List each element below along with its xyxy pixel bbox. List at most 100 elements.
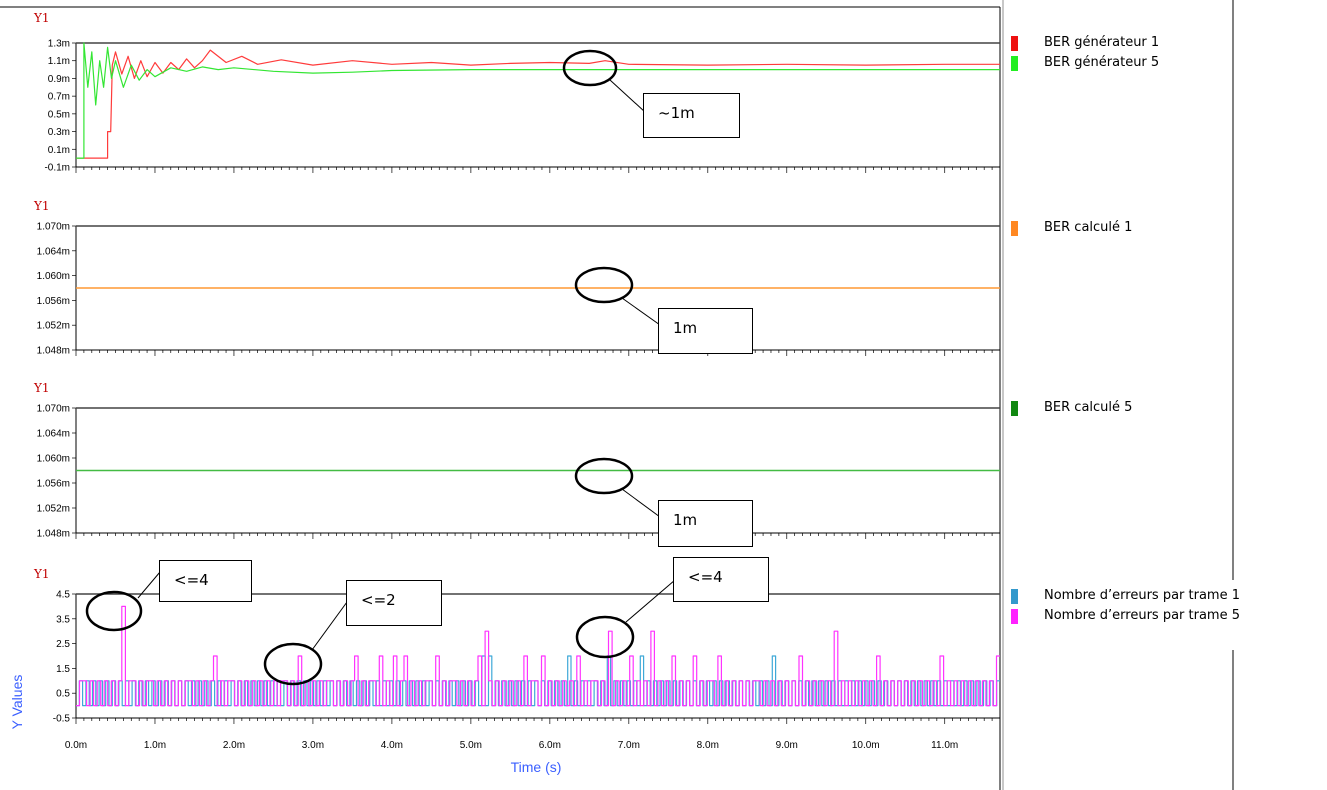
annotations	[85, 49, 676, 686]
x-tick-label: 3.0m	[302, 740, 324, 751]
legend-label: BER générateur 1	[1044, 35, 1160, 50]
y-tick-label: 1.060m	[37, 454, 70, 465]
callout-errors-max-right: <=4	[673, 557, 769, 602]
legend-swatch	[1011, 589, 1018, 604]
y-tick-label: 1.3m	[48, 39, 70, 50]
y-tick-label: 1.060m	[37, 271, 70, 282]
y-axis-label: Y Values	[9, 675, 25, 730]
callout-errors-max-mid: <=2	[346, 580, 442, 626]
annotation-circle	[85, 590, 143, 632]
annotation-circle	[575, 615, 635, 659]
y-tick-label: 1.052m	[37, 321, 70, 332]
legend-errors-per-frame: Nombre d’erreurs par trame 1 Nombre d’er…	[1008, 586, 1323, 626]
legend-swatch	[1011, 609, 1018, 624]
panel-label: Y1	[33, 199, 50, 213]
y-tick-label: 1.070m	[37, 404, 70, 415]
panel-label: Y1	[33, 567, 50, 581]
y-tick-label: 1.052m	[37, 504, 70, 515]
y-tick-labels: 1.3m 1.1m 0.9m 0.7m 0.5m 0.3m 0.1m -0.1m	[44, 39, 76, 174]
y-tick-label: 1.048m	[37, 346, 70, 357]
legend-swatch	[1011, 36, 1018, 51]
x-tick-label: 2.0m	[223, 740, 245, 751]
panel-ber-generator: Y1 1.3m 1.1m 0.9m 0.7m 0.5m 0.3m 0.1m -0.1m	[33, 11, 1001, 174]
y-tick-label: 0.1m	[48, 145, 70, 156]
callout-ber-calc-5: 1m	[658, 500, 753, 547]
x-tick-label: 5.0m	[460, 740, 482, 751]
panel-label: Y1	[33, 381, 50, 395]
x-axis-label: Time (s)	[511, 759, 562, 775]
y-tick-label: 1.070m	[37, 222, 70, 233]
x-tick-label: 4.0m	[381, 740, 403, 751]
y-tick-label: 2.5	[56, 639, 70, 650]
y-tick-labels: 1.070m 1.064m 1.060m 1.056m 1.052m 1.048m	[37, 222, 76, 357]
legend-label: BER calculé 1	[1044, 220, 1133, 235]
y-tick-label: 1.056m	[37, 296, 70, 307]
panel-ber-calc-1: Y1 1.070m 1.064m 1.060m 1.056m 1.052m 1.048m	[33, 199, 1001, 357]
x-tick-label: 9.0m	[776, 740, 798, 751]
panel-label: Y1	[33, 11, 50, 25]
annotation-circle	[574, 457, 634, 495]
x-tick-label: 11.0m	[931, 740, 958, 751]
annotation-circle	[263, 642, 323, 686]
legend-item: Nombre d’erreurs par trame 5	[1008, 606, 1323, 626]
y-tick-label: 1.064m	[37, 429, 70, 440]
y-tick-label: 1.056m	[37, 479, 70, 490]
y-tick-label: 1.048m	[37, 529, 70, 540]
legend-ber-generator: BER générateur 1 BER générateur 5	[1008, 33, 1323, 73]
legend-item: BER calculé 5	[1008, 398, 1323, 418]
legend-swatch	[1011, 56, 1018, 71]
y-tick-label: 0.3m	[48, 127, 70, 138]
x-tick-label: 6.0m	[539, 740, 561, 751]
annotation-circle	[562, 49, 618, 87]
callout-leader	[621, 488, 661, 518]
y-tick-label: 0.9m	[48, 74, 70, 85]
x-axis: 0.0m 1.0m 2.0m 3.0m 4.0m 5.0m 6.0m 7.0m 8.0m 9.0m…	[65, 740, 958, 751]
legend-swatch	[1011, 221, 1018, 236]
x-tick-label: 10.0m	[852, 740, 880, 751]
series-line	[76, 42, 1000, 159]
x-tick-label: 0.0m	[65, 740, 87, 751]
legend-item: BER calculé 1	[1008, 218, 1323, 238]
legend-swatch	[1011, 401, 1018, 416]
y-tick-label: -0.1m	[44, 163, 70, 174]
legend-ber-calc-1: BER calculé 1	[1008, 218, 1323, 238]
callout-leader	[625, 579, 676, 623]
y-tick-label: 0.5	[56, 689, 70, 700]
y-tick-labels: 4.5 3.5 2.5 1.5 0.5 -0.5	[53, 590, 76, 725]
callout-errors-max-left: <=4	[159, 560, 252, 602]
x-tick-label: 8.0m	[697, 740, 719, 751]
legend-item: BER générateur 5	[1008, 53, 1323, 73]
y-tick-labels: 1.070m 1.064m 1.060m 1.056m 1.052m 1.048m	[37, 404, 76, 540]
y-tick-label: 0.7m	[48, 92, 70, 103]
y-tick-label: 1.1m	[48, 56, 70, 67]
callout-ber-calc-1: 1m	[658, 308, 753, 354]
legend-label: BER calculé 5	[1044, 400, 1133, 415]
plot-area	[75, 593, 1001, 724]
x-tick-label: 1.0m	[144, 740, 166, 751]
callout-leader	[621, 297, 661, 326]
callout-leader	[137, 571, 161, 599]
plot-area	[75, 407, 1001, 539]
y-tick-label: 0.5m	[48, 109, 70, 120]
panel-errors-per-frame: Y1 Y Values 4.5 3.5 2.5 1.5 0.5 -0.5	[9, 567, 1001, 730]
callout-ber-gen: ~1m	[643, 93, 740, 138]
y-tick-label: 1.5	[56, 664, 70, 675]
x-tick-label: 7.0m	[618, 740, 640, 751]
series-line	[76, 605, 1000, 707]
plot-area	[75, 225, 1001, 356]
y-tick-label: -0.5	[53, 714, 71, 725]
panel-ber-calc-5: Y1 1.070m 1.064m 1.060m 1.056m 1.052m 1.048m	[33, 381, 1001, 540]
legend-ber-calc-5: BER calculé 5	[1008, 398, 1323, 418]
callout-leader	[311, 601, 348, 651]
legend-label: Nombre d’erreurs par trame 5	[1044, 608, 1240, 623]
annotation-circle	[574, 266, 634, 304]
series-line	[76, 49, 1000, 159]
legend-label: Nombre d’erreurs par trame 1	[1044, 588, 1240, 603]
legend-item: Nombre d’erreurs par trame 1	[1008, 586, 1323, 606]
plot-area	[75, 42, 1001, 173]
y-tick-label: 3.5	[56, 614, 70, 625]
y-tick-label: 4.5	[56, 590, 70, 601]
legend-item: BER générateur 1	[1008, 33, 1323, 53]
callout-leader	[609, 79, 646, 113]
